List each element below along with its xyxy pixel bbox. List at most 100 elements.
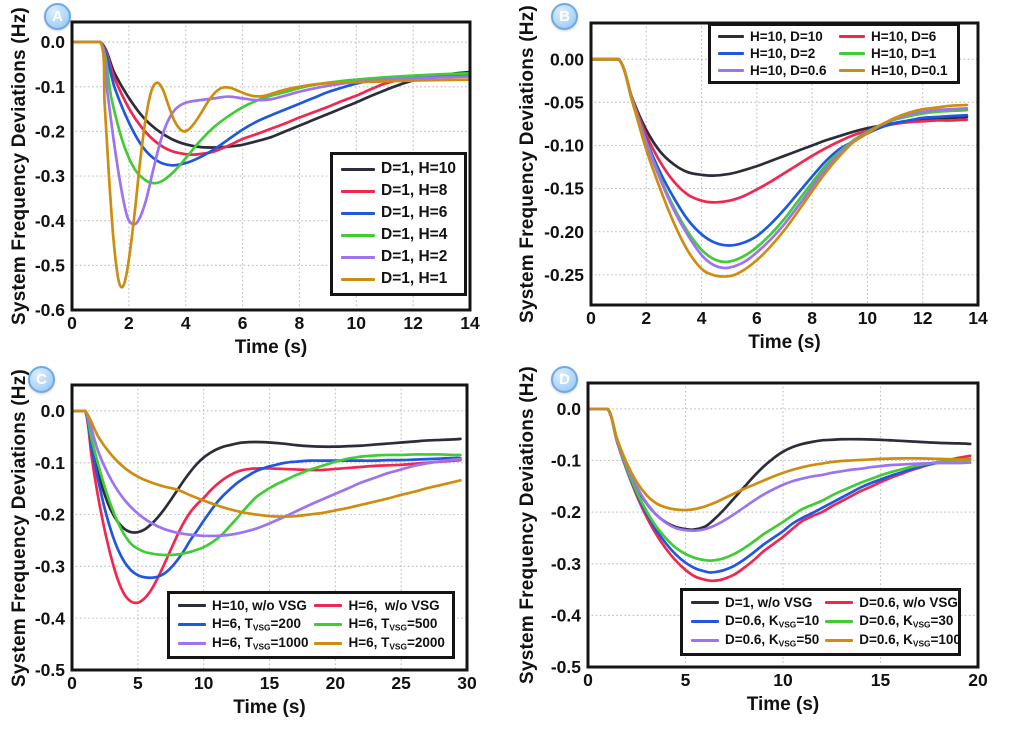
x-tick-label: 10 xyxy=(773,670,793,690)
y-tick-label: -0.5 xyxy=(551,657,581,677)
x-tick-label: 10 xyxy=(194,673,214,693)
y-tick-label: -0.05 xyxy=(544,92,584,112)
legend-item: H=6, TVSG=500 xyxy=(314,616,444,632)
legend-label: D=0.6, w/o VSG xyxy=(859,595,958,610)
legend-line-swatch xyxy=(691,619,719,623)
legend-label: H=10, w/o VSG xyxy=(212,598,307,613)
legend-label-subscript: VSG xyxy=(389,641,408,652)
x-tick-label: 8 xyxy=(295,313,305,333)
legend-line-swatch xyxy=(839,69,865,72)
x-tick-label: 4 xyxy=(181,313,191,333)
y-tick-label: -0.2 xyxy=(35,122,65,142)
x-tick-label: 4 xyxy=(697,308,707,328)
tick-labels: 0 2 4 6 8 10 12 14 0.00 -0.05 -0.10 -0.15 -0.20 -0.25 xyxy=(544,49,988,328)
legend-label-text: H=10, D=0.6 xyxy=(750,63,827,78)
panel-c-badge: C xyxy=(28,366,55,393)
legend-label-text: H=10, D=0.1 xyxy=(871,63,948,78)
curves xyxy=(71,40,471,289)
legend-item: H=10, w/o VSG xyxy=(178,598,308,613)
y-tick-label: -0.15 xyxy=(544,179,584,199)
legend-label-text: D=0.6, K xyxy=(859,613,913,628)
legend-label: D=1, H=6 xyxy=(381,204,447,222)
x-axis-label: Time (s) xyxy=(233,697,306,718)
y-tick-label: -0.3 xyxy=(35,166,65,186)
legend-item: H=10, D=10 xyxy=(718,29,829,44)
panel-d: D System Frequency Deviations (Hz) 0 5 10 1… xyxy=(508,365,1015,729)
legend-label-text: =100 xyxy=(930,632,961,648)
legend-label-text: =50 xyxy=(796,632,820,648)
legend-label-text: D=0.6, w/o VSG xyxy=(859,595,958,610)
x-axis-label: Time (s) xyxy=(234,337,308,358)
legend-item: D=0.6, KVSG=100 xyxy=(825,632,961,649)
legend-line-swatch xyxy=(691,601,719,604)
y-tick-label: -0.1 xyxy=(551,451,581,471)
legend-label-text: H=6, T xyxy=(212,616,253,631)
legend-item: H=6, TVSG=1000 xyxy=(178,635,308,652)
x-tick-label: 10 xyxy=(858,308,878,328)
legend-item: D=1, H=4 xyxy=(341,226,456,244)
y-tick-label: -0.5 xyxy=(35,255,65,275)
curve xyxy=(71,40,471,289)
curves xyxy=(71,409,462,605)
x-tick-label: 25 xyxy=(391,673,411,693)
legend-item: H=10, D=2 xyxy=(718,46,829,61)
legend-item: D=0.6, KVSG=10 xyxy=(691,613,819,629)
legend-line-swatch xyxy=(178,604,206,607)
legend-label: D=0.6, KVSG=10 xyxy=(725,613,819,629)
x-tick-label: 14 xyxy=(460,313,480,333)
x-tick-label: 6 xyxy=(752,308,762,328)
legend-label-text: D=0.6, K xyxy=(859,632,913,648)
y-tick-label: -0.2 xyxy=(35,505,65,525)
legend-label: D=1, H=1 xyxy=(381,270,447,288)
curve xyxy=(71,409,462,557)
legend-label-text: =200 xyxy=(270,616,301,631)
legend-label-text: =30 xyxy=(930,613,954,628)
legend-line-swatch xyxy=(341,277,375,281)
legend-item: D=1, H=10 xyxy=(341,160,456,178)
legend-line-swatch xyxy=(718,69,744,72)
x-tick-label: 5 xyxy=(681,670,691,690)
curve xyxy=(587,407,972,574)
panel-b-legend: H=10, D=10 H=10, D=6 H=10, D=2 H=10, D=1 H=1… xyxy=(708,23,960,84)
legend-label-subscript: VSG xyxy=(252,641,271,652)
curve xyxy=(587,407,972,533)
y-tick-label: -0.6 xyxy=(35,300,65,320)
legend-line-swatch xyxy=(839,52,865,55)
x-tick-label: 8 xyxy=(807,308,817,328)
legend-label: D=0.6, KVSG=100 xyxy=(859,632,961,648)
legend-label-text: H=6, T xyxy=(348,616,390,631)
legend-label-text: H=6, T xyxy=(212,635,253,651)
legend-label-text: H=10, D=6 xyxy=(871,29,937,44)
legend-label: H=10, D=1 xyxy=(871,46,936,61)
legend-line-swatch xyxy=(825,619,854,623)
curve xyxy=(587,407,972,563)
legend-label-text: H=10, D=2 xyxy=(750,46,816,61)
legend-label-text: D=1, H=1 xyxy=(381,270,448,287)
plot-frame xyxy=(70,383,469,672)
legend-label-text: =500 xyxy=(407,616,438,631)
curve xyxy=(71,409,462,534)
legend-item: H=10, D=6 xyxy=(839,29,950,44)
legend-line-swatch xyxy=(178,641,206,645)
x-tick-label: 2 xyxy=(641,308,651,328)
legend-item: D=1, H=1 xyxy=(341,270,456,288)
curve xyxy=(587,407,972,512)
legend-item: D=1, w/o VSG xyxy=(691,595,819,610)
legend-label: H=10, D=6 xyxy=(871,29,936,44)
legend-label: D=1, w/o VSG xyxy=(725,595,812,610)
curve xyxy=(71,40,471,185)
legend-label-subscript: VSG xyxy=(252,622,271,633)
y-tick-label: -0.3 xyxy=(35,556,65,576)
curve xyxy=(590,57,969,278)
x-tick-label: 0 xyxy=(67,313,77,333)
panel-b-badge: B xyxy=(551,3,578,30)
curve xyxy=(71,409,462,518)
legend-item: D=0.6, KVSG=50 xyxy=(691,632,820,649)
legend-label-subscript: VSG xyxy=(912,638,931,649)
legend-label-subscript: VSG xyxy=(778,638,797,649)
legend-line-swatch xyxy=(341,189,375,193)
panel-b-plot: 0 2 4 6 8 10 12 14 0.00 -0.05 -0.10 -0.15 -0.20 -0.25 xyxy=(544,21,988,328)
legend-item: H=10, D=0.6 xyxy=(718,63,829,78)
